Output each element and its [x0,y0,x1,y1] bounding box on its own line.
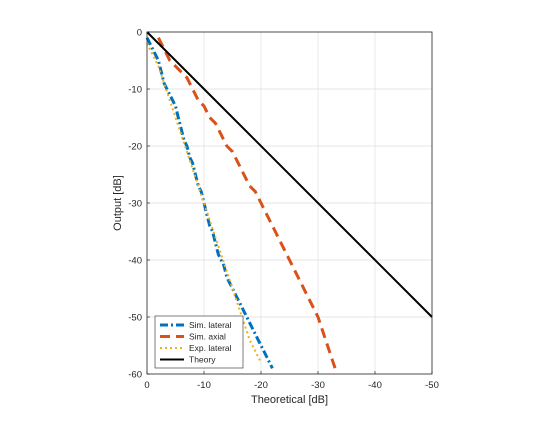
x-tick-label: -40 [368,380,382,391]
legend-label: Theory [189,355,216,365]
series-layer [145,31,433,369]
tick-layer: 0 -10 -20 -30 -40 -50 0 -10 -20 -30 -40 -50 -60 [128,28,439,392]
x-tick-label: 0 [144,380,149,391]
legend-label: Sim. axial [189,332,226,342]
series-line-sim-axial [157,37,337,369]
y-tick-label: 0 [137,28,142,39]
x-tick-label: -10 [197,380,211,391]
y-tick-label: -60 [128,370,142,381]
legend-label: Sim. lateral [189,320,232,330]
y-tick-label: -40 [128,256,142,267]
series-line-sim-lateral [145,37,274,369]
series-line-theory [146,31,433,318]
y-tick-label: -30 [128,199,142,210]
y-tick-label: -20 [128,142,142,153]
x-tick-label: -30 [311,380,325,391]
x-tick-label: -20 [254,380,268,391]
y-tick-label: -50 [128,313,142,324]
y-axis-label: Output [dB] [112,175,124,231]
y-tick-label: -10 [128,85,142,96]
x-tick-label: -50 [425,380,439,391]
x-axis-label: Theoretical [dB] [251,394,328,406]
legend-label: Exp. lateral [189,343,232,353]
